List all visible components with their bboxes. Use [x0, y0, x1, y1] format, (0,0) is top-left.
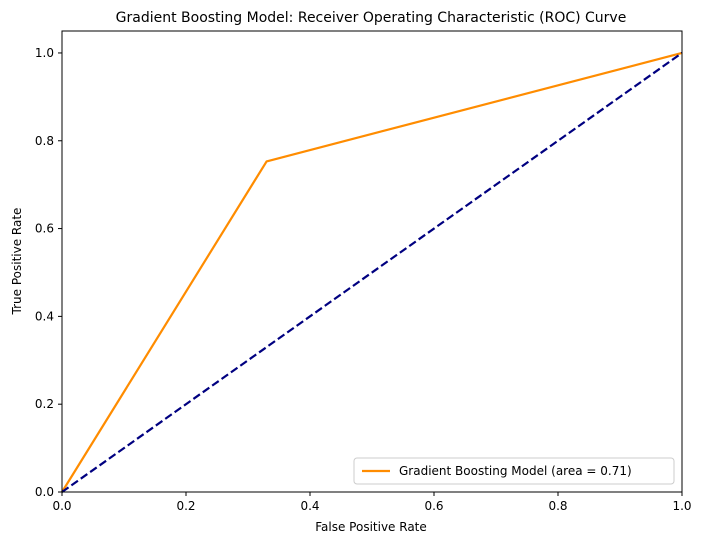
chart-title: Gradient Boosting Model: Receiver Operat… [116, 10, 627, 26]
y-tick-label: 0.0 [35, 485, 54, 499]
x-tick-label: 0.4 [300, 499, 319, 513]
x-tick-label: 0.0 [52, 499, 71, 513]
legend-label-gbm: Gradient Boosting Model (area = 0.71) [399, 464, 632, 478]
y-tick-label: 1.0 [35, 46, 54, 60]
y-tick-label: 0.4 [35, 309, 54, 323]
x-tick-label: 0.6 [424, 499, 443, 513]
y-tick-label: 0.2 [35, 397, 54, 411]
x-axis-label: False Positive Rate [315, 520, 427, 534]
y-axis-ticks: 0.0 0.2 0.4 0.6 0.8 1.0 [35, 46, 62, 499]
x-axis-ticks: 0.0 0.2 0.4 0.6 0.8 1.0 [52, 492, 692, 513]
series-layer [61, 51, 683, 493]
legend-box [353, 457, 675, 485]
y-tick-label: 0.8 [35, 134, 54, 148]
x-tick-label: 0.8 [548, 499, 567, 513]
chance-diagonal-line [61, 52, 683, 493]
legend: Gradient Boosting Model (area = 0.71) [353, 457, 675, 485]
x-tick-label: 1.0 [672, 499, 691, 513]
roc-curve-line [61, 51, 683, 493]
y-axis-label: True Positive Rate [10, 208, 24, 316]
x-tick-label: 0.2 [176, 499, 195, 513]
plot-frame [61, 30, 683, 493]
y-tick-label: 0.6 [35, 222, 54, 236]
